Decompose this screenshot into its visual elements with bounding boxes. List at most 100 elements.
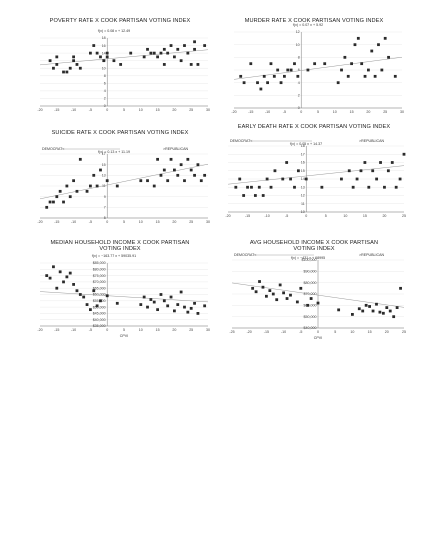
x-tick-label: 10	[139, 220, 143, 224]
data-point	[78, 293, 82, 296]
data-point	[278, 283, 282, 287]
data-point	[99, 168, 102, 172]
data-point	[162, 168, 166, 172]
x-tick-label: 20	[172, 328, 176, 332]
data-point	[68, 66, 72, 70]
data-point	[162, 299, 166, 303]
data-point	[183, 305, 186, 309]
data-point	[89, 184, 92, 188]
data-point	[196, 312, 200, 315]
x-tick-label: -15	[54, 328, 59, 332]
data-point	[169, 157, 173, 161]
y-tick-label: 15	[102, 163, 106, 167]
data-point	[363, 74, 367, 78]
early-death-rate-chart: EARLY DEATH RATE X COOK PARTISAN VOTING …	[214, 122, 414, 222]
x-tick-label: 20	[385, 330, 389, 334]
x-tick-label: 15	[156, 108, 160, 112]
data-point	[392, 315, 396, 319]
data-point	[282, 291, 285, 295]
data-point	[262, 74, 266, 78]
x-tick-label: -10	[281, 330, 286, 334]
y-tick-label: $65,000	[93, 286, 106, 290]
data-point	[351, 313, 354, 316]
data-point	[368, 305, 371, 308]
x-tick-label: 0	[305, 214, 307, 218]
data-point	[293, 62, 296, 66]
y-tick-label: 16	[301, 161, 305, 165]
data-point	[142, 55, 146, 59]
data-point	[296, 74, 300, 78]
data-point	[283, 74, 286, 78]
data-point	[306, 68, 310, 72]
data-point	[173, 55, 176, 59]
suicide-rate-chart: SUICIDE RATE X COOK PARTISAN VOTING INDE…	[20, 128, 220, 228]
data-point	[152, 300, 156, 304]
x-tick-label: 5	[123, 220, 125, 224]
data-point	[119, 63, 123, 66]
chart-title: POVERTY RATE X COOK PARTISAN VOTING INDE…	[49, 18, 191, 24]
data-point	[199, 179, 203, 183]
data-point	[52, 265, 55, 269]
data-point	[253, 194, 257, 197]
data-point	[249, 62, 253, 66]
y-tick-label: 17	[102, 152, 106, 156]
data-point	[152, 184, 156, 188]
y-tick-label: $70,000	[93, 280, 106, 284]
data-point	[355, 177, 359, 181]
x-tick-label: 15	[156, 220, 160, 224]
data-point	[381, 311, 385, 315]
y-tick-label: 18	[102, 36, 106, 40]
data-point	[295, 300, 299, 304]
x-tick-label: 0	[106, 220, 108, 224]
y-tick-label: 8	[298, 56, 300, 60]
x-tick-label: -20	[225, 214, 230, 218]
x-tick-label: -5	[89, 220, 92, 224]
x-tick-label: -20	[247, 330, 252, 334]
y-tick-label: $45,000	[93, 312, 106, 316]
data-point	[99, 55, 102, 59]
x-tick-label: 0	[106, 328, 108, 332]
data-point	[323, 62, 327, 66]
data-point	[92, 289, 96, 293]
data-point	[65, 70, 69, 74]
data-point	[156, 157, 159, 161]
data-point	[169, 44, 173, 47]
data-point	[293, 185, 296, 189]
x-tick-label: 30	[400, 110, 404, 114]
data-point	[268, 289, 272, 292]
trend-equation: f(x) = −163.77 x + 59035.91	[92, 254, 136, 258]
data-point	[189, 306, 193, 310]
x-tick-label: 15	[156, 328, 160, 332]
y-tick-label: 6	[104, 82, 106, 86]
x-tick-label: -5	[283, 110, 286, 114]
x-tick-label: -5	[285, 214, 288, 218]
data-point	[402, 152, 406, 156]
data-point	[48, 276, 52, 280]
y-tick-label: 13	[301, 185, 305, 189]
data-point	[55, 55, 59, 59]
data-point	[75, 289, 79, 293]
data-point	[394, 185, 398, 189]
data-point	[196, 63, 200, 66]
y-tick-label: 16	[102, 44, 106, 48]
x-tick-label: -10	[71, 220, 76, 224]
data-point	[156, 55, 159, 59]
data-point	[361, 309, 365, 313]
data-point	[276, 68, 280, 72]
data-point	[92, 173, 96, 177]
y-tick-label: 4	[298, 81, 300, 85]
data-point	[162, 63, 166, 66]
democrat-note: DEMOCRAT<	[42, 147, 64, 151]
chart-plot: -20 -15 -10 -5 0 5 10 15 20 25 30 $35,000 $40,000 $45…	[37, 254, 210, 338]
y-tick-label: 0	[104, 104, 106, 108]
data-point	[169, 295, 173, 299]
x-axis-label: CPVI	[314, 336, 322, 340]
y-tick-label: $100,000	[302, 258, 317, 262]
data-point	[72, 59, 75, 63]
y-tick-label: 6	[298, 68, 300, 72]
x-tick-label: 25	[189, 328, 193, 332]
data-point	[95, 304, 99, 308]
x-tick-label: 20	[366, 110, 370, 114]
x-tick-label: 15	[350, 110, 354, 114]
